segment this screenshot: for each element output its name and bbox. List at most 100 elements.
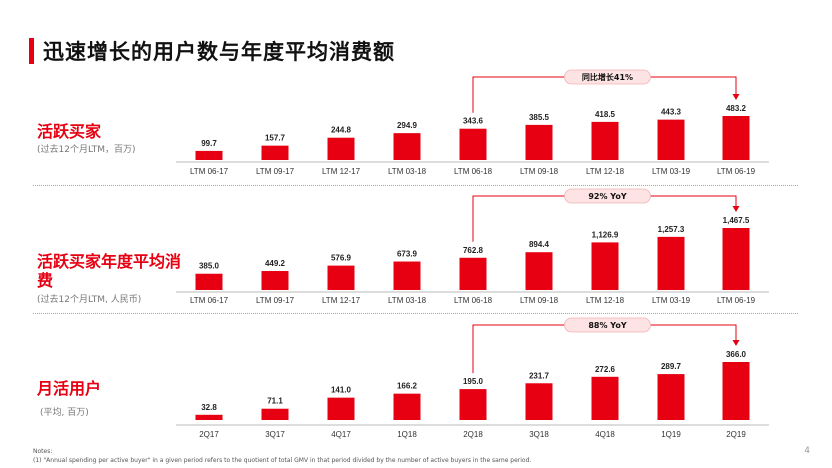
tick-label: LTM 03-19 [652,167,691,176]
data-label: 443.3 [661,108,682,117]
tick-label: LTM 12-17 [322,296,361,305]
bar [591,121,619,160]
bar [591,242,619,290]
panel-1-sublabel: (过去12个月LTM，百万) [37,145,136,155]
bar [591,376,619,420]
footnotes: Notes: (1) "Annual spending per active b… [33,447,531,465]
data-label: 289.7 [661,362,682,371]
bar [195,414,223,420]
bar [722,116,750,160]
tick-label: LTM 03-18 [388,167,427,176]
tick-label: 1Q19 [661,430,681,439]
bar [459,389,487,420]
tick-label: 2Q19 [726,430,746,439]
growth-arrowhead [732,340,740,346]
bar [195,273,223,290]
growth-callout-label: 88% YoY [588,321,626,330]
growth-callout [564,317,651,333]
tick-label: 3Q18 [529,430,549,439]
tick-label: 4Q17 [331,430,351,439]
bar [261,145,289,160]
tick-label: LTM 06-19 [717,167,756,176]
tick-label: LTM 03-18 [388,296,427,305]
page-title: 迅速增长的用户数与年度平均消费额 [43,40,395,64]
data-label: 576.9 [331,254,352,263]
bar [657,236,685,290]
title-accent-bar [29,38,34,64]
bar [722,362,750,420]
data-label: 366.0 [726,350,747,359]
growth-arrowhead [732,94,740,100]
tick-label: 3Q17 [265,430,285,439]
bar [525,252,553,290]
tick-label: LTM 12-18 [586,167,625,176]
tick-label: LTM 06-18 [454,296,493,305]
bar [261,271,289,290]
data-label: 272.6 [595,365,616,374]
panel-1-label: 活跃买家 [37,122,102,141]
tick-label: LTM 06-18 [454,167,493,176]
panel-3-sublabel: (平均, 百万) [40,408,89,418]
notes-line-1: (1) "Annual spending per active buyer" i… [33,457,532,464]
section-divider-2 [33,313,798,314]
tick-label: 2Q18 [463,430,483,439]
bar [459,257,487,290]
bar [327,397,355,420]
notes-heading: Notes: [33,448,53,455]
tick-label: LTM 03-19 [652,296,691,305]
growth-callout [564,188,651,204]
bar [393,393,421,420]
data-label: 1,467.5 [723,216,750,225]
bar [459,128,487,160]
bar [393,133,421,160]
growth-callout-label: 92% YoY [588,192,626,201]
data-label: 32.8 [201,403,217,412]
tick-label: 2Q17 [199,430,219,439]
data-label: 483.2 [726,104,747,113]
bar [657,119,685,160]
data-label: 71.1 [267,397,283,406]
data-label: 673.9 [397,250,418,259]
tick-label: 4Q18 [595,430,615,439]
data-label: 244.8 [331,126,352,135]
tick-label: LTM 09-18 [520,167,559,176]
tick-label: LTM 12-17 [322,167,361,176]
data-label: 99.7 [201,139,217,148]
growth-callout [564,69,651,85]
data-label: 385.5 [529,113,550,122]
data-label: 418.5 [595,110,616,119]
data-label: 141.0 [331,386,352,395]
panel-2-label: 活跃买家年度平均消费 [37,252,182,290]
tick-label: LTM 06-17 [190,167,229,176]
growth-callout-label: 同比增长41% [582,72,633,82]
tick-label: LTM 06-19 [717,296,756,305]
bar [195,150,223,160]
data-label: 762.8 [463,246,484,255]
panel-2-sublabel: (过去12个月LTM, 人民币) [37,295,142,305]
bar [722,228,750,290]
bar [327,137,355,160]
data-label: 894.4 [529,240,550,249]
data-label: 166.2 [397,382,418,391]
bar [327,265,355,290]
data-label: 294.9 [397,121,418,130]
bar [525,124,553,160]
tick-label: LTM 12-18 [586,296,625,305]
growth-arrowhead [732,206,740,212]
data-label: 385.0 [199,262,220,271]
data-label: 1,126.9 [592,230,619,239]
panel-3-label: 月活用户 [37,379,102,398]
data-label: 1,257.3 [658,225,685,234]
data-label: 157.7 [265,134,286,143]
data-label: 449.2 [265,259,286,268]
tick-label: LTM 09-17 [256,167,295,176]
bar [261,408,289,420]
data-label: 195.0 [463,377,484,386]
bar [657,374,685,420]
data-label: 343.6 [463,117,484,126]
data-label: 231.7 [529,371,550,380]
section-divider-1 [33,185,798,186]
bar [393,261,421,290]
bar [525,383,553,420]
